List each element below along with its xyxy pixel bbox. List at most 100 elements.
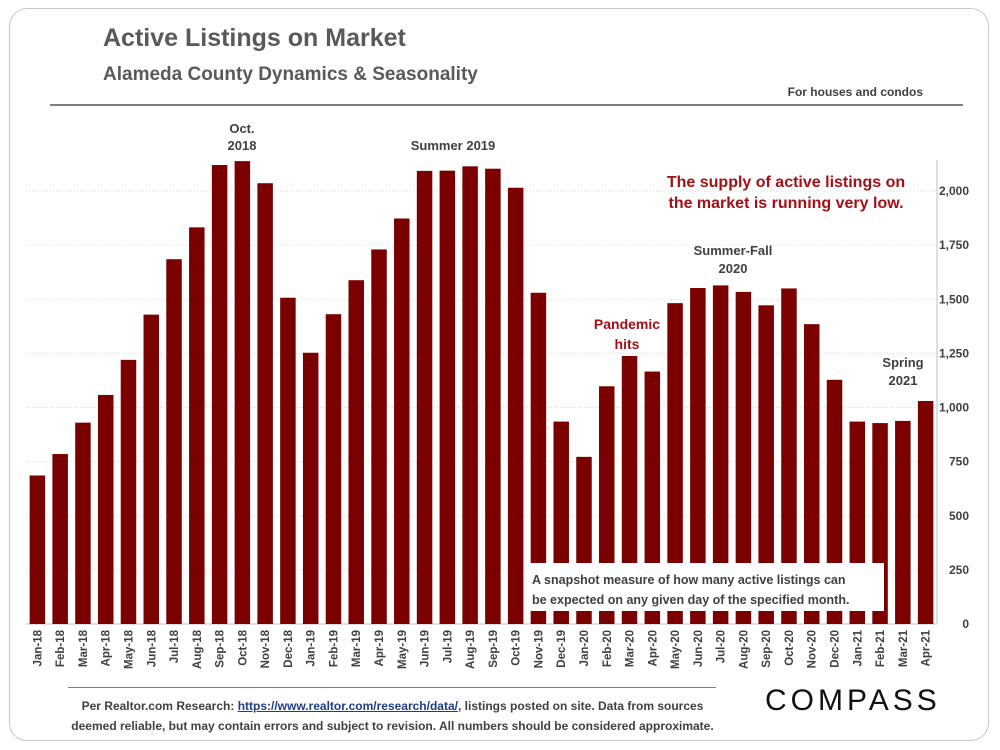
x-tick-label: Jan-19 (306, 630, 318, 666)
bar-jul-19 (439, 170, 456, 624)
bar-mar-19 (348, 280, 364, 624)
x-tick-label: Sep-20 (761, 630, 773, 668)
x-tick-label: Jun-19 (420, 630, 432, 667)
x-tick-label: Feb-19 (328, 630, 340, 667)
x-tick-label: Mar-19 (351, 630, 363, 667)
x-tick-label: Apr-19 (374, 630, 386, 666)
bar-sep-18 (211, 165, 228, 624)
chart-title: Active Listings on Market (103, 24, 406, 52)
x-tick-label: Sep-19 (488, 630, 500, 668)
x-tick-label: Apr-21 (921, 629, 933, 666)
realtor-research-link[interactable]: https://www.realtor.com/research/data/ (237, 699, 458, 713)
x-tick-label: Jul-18 (169, 629, 181, 663)
x-tick-label: May-19 (397, 630, 409, 669)
y-tick-label: 250 (949, 563, 969, 577)
source-prefix: Per Realtor.com Research: (81, 699, 238, 713)
y-tick-label: 1,000 (939, 401, 969, 415)
x-tick-label: Feb-18 (55, 629, 67, 667)
y-tick-label: 1,250 (939, 346, 969, 360)
bar-mar-21 (895, 420, 911, 624)
annotation-oct-2018-line1: Oct. (229, 121, 254, 136)
annotation-summer-fall-2020-line2: 2020 (719, 261, 748, 276)
x-tick-label: Mar-18 (78, 629, 90, 667)
x-tick-label: Nov-19 (533, 630, 545, 668)
x-tick-label: Feb-20 (602, 630, 614, 667)
header-divider (50, 104, 963, 106)
x-tick-label: Mar-21 (898, 629, 910, 667)
x-tick-label: Aug-18 (192, 629, 204, 669)
x-tick-label: Dec-20 (830, 630, 842, 668)
houses-condos-note: For houses and condos (787, 85, 923, 99)
bar-aug-18 (189, 227, 205, 624)
x-tick-label: Nov-20 (807, 630, 819, 668)
annotation-oct-2018-line2: 2018 (228, 138, 257, 153)
bar-oct-18 (234, 161, 251, 624)
bar-may-18 (120, 359, 137, 624)
x-tick-label: Oct-18 (237, 629, 249, 665)
y-tick-label: 1,500 (939, 292, 969, 306)
annotation-summer-2019: Summer 2019 (411, 138, 496, 153)
bar-sep-19 (485, 168, 501, 624)
bar-jun-19 (416, 170, 433, 624)
bar-apr-19 (371, 249, 387, 624)
bar-sep-20 (758, 305, 774, 624)
bar-apr-18 (97, 394, 114, 624)
x-tick-label: Aug-20 (738, 630, 750, 669)
x-tick-label: Jul-20 (716, 630, 728, 663)
bar-may-19 (394, 218, 410, 624)
y-tick-label: 0 (962, 617, 969, 631)
x-tick-label: Jan-18 (32, 629, 44, 666)
y-tick-label: 2,000 (939, 184, 969, 198)
bar-nov-18 (257, 183, 273, 624)
bar-nov-20 (803, 324, 820, 624)
bar-jan-18 (29, 475, 46, 624)
chart-subtitle: Alameda County Dynamics & Seasonality (103, 64, 478, 85)
x-tick-label: Apr-18 (101, 629, 113, 666)
compass-logo: COMPASS (765, 684, 941, 717)
x-tick-label: Aug-19 (465, 630, 477, 669)
x-tick-label: Oct-19 (511, 630, 523, 666)
y-tick-label: 750 (949, 455, 969, 469)
bar-jul-20 (712, 285, 729, 624)
bar-aug-20 (735, 291, 752, 624)
annotation-pandemic-line1: Pandemic (594, 316, 660, 332)
bar-oct-19 (507, 187, 524, 624)
x-tick-label: Jun-18 (146, 629, 158, 667)
annotation-spring-2021-line1: Spring (882, 355, 923, 370)
source-line2: deemed reliable, but may contain errors … (71, 719, 714, 733)
annotation-supply-line2: the market is running very low. (668, 195, 903, 212)
bar-mar-20 (621, 355, 638, 624)
x-tick-label: Mar-20 (625, 630, 637, 667)
x-tick-label: May-20 (670, 630, 682, 669)
x-tick-label: Oct-20 (784, 630, 796, 666)
annotation-spring-2021-line2: 2021 (889, 373, 918, 388)
bar-jun-20 (690, 287, 706, 624)
bar-feb-18 (52, 454, 68, 624)
bar-jul-18 (166, 259, 182, 624)
bar-dec-18 (280, 297, 296, 624)
bar-jun-18 (143, 314, 160, 624)
x-tick-label: Dec-19 (556, 630, 568, 668)
bar-apr-21 (917, 401, 934, 624)
source-note: Per Realtor.com Research: https://www.re… (40, 696, 745, 736)
bar-mar-18 (75, 422, 91, 624)
x-tick-label: Jan-21 (852, 629, 864, 666)
source-suffix: , listings posted on site. Data from sou… (457, 699, 704, 713)
y-tick-label: 1,750 (939, 238, 969, 252)
bar-oct-20 (781, 288, 797, 624)
x-tick-label: Jun-20 (693, 630, 705, 667)
bar-feb-19 (325, 314, 342, 624)
x-tick-label: Feb-21 (875, 629, 887, 667)
annotation-supply-line1: The supply of active listings on (667, 174, 905, 191)
snapshot-note-line2: be expected on any given day of the spec… (532, 593, 850, 607)
bar-may-20 (667, 303, 683, 624)
bar-jan-19 (302, 352, 319, 624)
x-tick-label: Jan-20 (579, 630, 591, 666)
x-tick-label: Dec-18 (283, 629, 295, 667)
snapshot-note-box: A snapshot measure of how many active li… (528, 563, 884, 611)
annotation-pandemic-line2: hits (615, 336, 640, 352)
x-tick-label: Nov-18 (260, 629, 272, 668)
bar-apr-20 (644, 371, 661, 624)
annotation-summer-fall-2020-line1: Summer-Fall (694, 243, 773, 258)
